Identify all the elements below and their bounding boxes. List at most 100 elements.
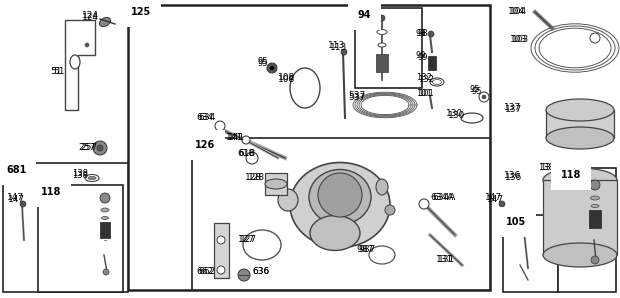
- Text: 537: 537: [348, 91, 365, 100]
- Text: 634A: 634A: [432, 193, 455, 201]
- Text: 618: 618: [238, 150, 255, 159]
- Bar: [192, 138, 490, 290]
- Circle shape: [341, 49, 347, 55]
- Text: 130: 130: [448, 111, 465, 119]
- Text: 95: 95: [258, 58, 268, 66]
- Text: 662: 662: [198, 268, 215, 277]
- Text: 99: 99: [418, 54, 428, 63]
- Ellipse shape: [99, 17, 110, 27]
- Text: 634A: 634A: [430, 193, 453, 203]
- Text: 128: 128: [248, 173, 265, 182]
- Text: 634: 634: [196, 113, 213, 122]
- Text: 147: 147: [7, 193, 24, 203]
- Text: 141: 141: [226, 133, 243, 142]
- Text: 634: 634: [198, 114, 215, 122]
- Bar: [376, 54, 388, 72]
- Ellipse shape: [461, 113, 483, 123]
- Text: 987: 987: [356, 246, 373, 254]
- Ellipse shape: [309, 170, 371, 224]
- Text: 95: 95: [470, 86, 480, 94]
- Ellipse shape: [85, 175, 99, 181]
- Bar: [265, 173, 287, 195]
- Ellipse shape: [290, 162, 390, 248]
- Ellipse shape: [310, 215, 360, 251]
- Circle shape: [20, 201, 26, 207]
- Text: 257: 257: [78, 144, 95, 153]
- Circle shape: [85, 43, 89, 47]
- Circle shape: [242, 136, 250, 144]
- Circle shape: [523, 227, 529, 233]
- Text: 131: 131: [438, 255, 455, 265]
- Ellipse shape: [290, 68, 320, 108]
- Text: 124: 124: [82, 12, 99, 21]
- Ellipse shape: [369, 246, 395, 264]
- Ellipse shape: [433, 80, 441, 85]
- Text: 636: 636: [252, 268, 269, 277]
- Circle shape: [103, 269, 109, 275]
- Circle shape: [100, 193, 110, 203]
- Text: 118: 118: [561, 170, 582, 180]
- Circle shape: [97, 145, 103, 151]
- Ellipse shape: [243, 230, 281, 260]
- Text: 132: 132: [418, 75, 434, 85]
- Text: 94: 94: [358, 10, 371, 20]
- Ellipse shape: [543, 243, 617, 267]
- Bar: [3, 163, 128, 292]
- Ellipse shape: [101, 208, 109, 212]
- Circle shape: [217, 236, 225, 244]
- Ellipse shape: [378, 43, 386, 47]
- Text: 128: 128: [245, 173, 262, 181]
- Text: 138: 138: [72, 168, 88, 178]
- Ellipse shape: [70, 55, 80, 69]
- Text: eReplacementParts.com: eReplacementParts.com: [208, 140, 412, 158]
- Ellipse shape: [265, 179, 287, 189]
- Text: 138: 138: [72, 170, 88, 179]
- Text: 125: 125: [131, 7, 151, 17]
- Text: 98: 98: [418, 30, 428, 38]
- Bar: [503, 215, 558, 292]
- Text: 118: 118: [40, 183, 58, 193]
- Circle shape: [379, 15, 385, 21]
- Text: 105: 105: [506, 217, 526, 227]
- Ellipse shape: [376, 179, 388, 195]
- Circle shape: [215, 121, 225, 131]
- Text: 662: 662: [196, 268, 213, 277]
- Text: 681: 681: [6, 165, 27, 175]
- Text: 126: 126: [194, 136, 213, 146]
- Circle shape: [238, 269, 250, 281]
- Ellipse shape: [546, 127, 614, 149]
- Text: 141: 141: [228, 134, 245, 142]
- Text: 108: 108: [278, 75, 295, 85]
- Circle shape: [246, 152, 258, 164]
- Text: 113: 113: [330, 44, 347, 52]
- Text: 987: 987: [358, 246, 375, 254]
- Ellipse shape: [570, 168, 580, 172]
- Text: 104: 104: [510, 7, 527, 16]
- Text: 101: 101: [416, 89, 432, 97]
- Circle shape: [217, 266, 225, 274]
- Text: 103: 103: [512, 35, 529, 44]
- Text: 138: 138: [540, 164, 556, 173]
- Text: 51: 51: [53, 68, 64, 77]
- Text: 147: 147: [8, 195, 25, 204]
- Circle shape: [590, 180, 600, 190]
- Text: 103: 103: [510, 35, 527, 44]
- Bar: [100, 222, 110, 238]
- Text: 131: 131: [436, 255, 453, 265]
- Ellipse shape: [566, 166, 584, 174]
- Ellipse shape: [546, 99, 614, 121]
- Text: 257: 257: [80, 142, 97, 151]
- Circle shape: [419, 199, 429, 209]
- Text: 137: 137: [505, 105, 522, 114]
- Text: 127: 127: [240, 235, 257, 244]
- Bar: [589, 210, 601, 228]
- Text: 124: 124: [82, 13, 99, 21]
- Text: 95: 95: [472, 88, 482, 97]
- Bar: [428, 56, 436, 70]
- Text: 138: 138: [538, 162, 554, 172]
- Text: 147: 147: [487, 195, 504, 204]
- Ellipse shape: [543, 168, 617, 192]
- Circle shape: [318, 173, 362, 217]
- Circle shape: [479, 92, 489, 102]
- Text: 137: 137: [504, 103, 521, 111]
